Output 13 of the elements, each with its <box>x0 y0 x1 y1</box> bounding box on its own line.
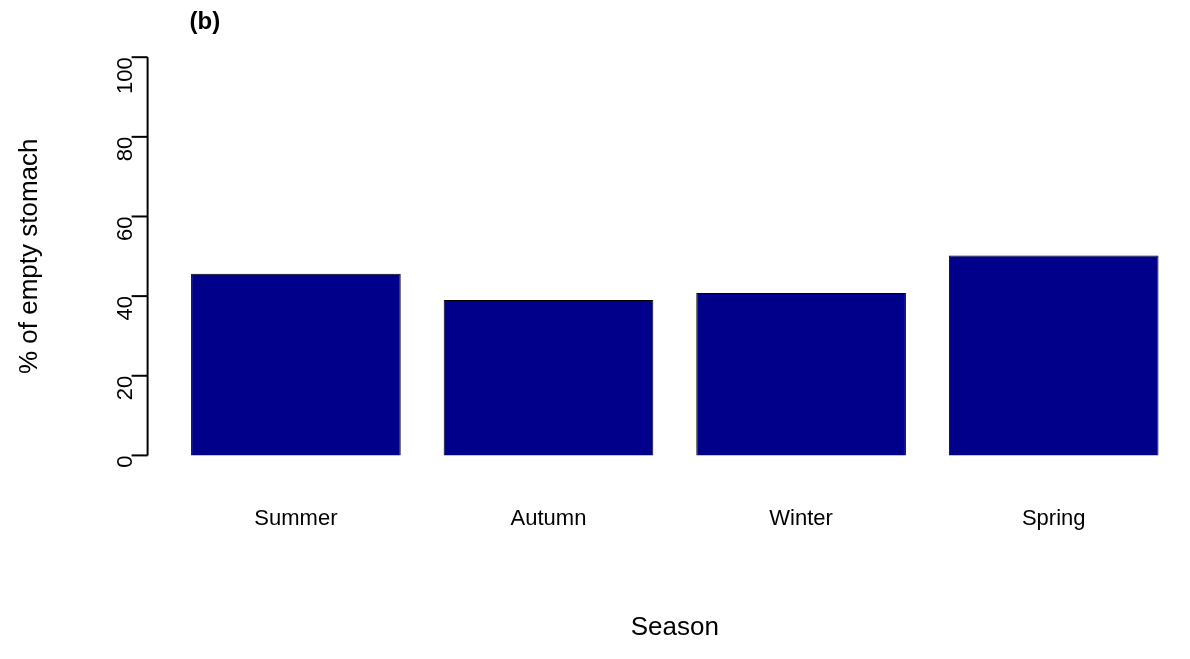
y-axis-title: % of empty stomach <box>12 138 43 375</box>
y-tick-label: 20 <box>111 375 137 401</box>
x-axis-title: Season <box>630 610 719 641</box>
y-tick-label: 80 <box>111 136 137 162</box>
y-tick-label: 0 <box>111 455 137 468</box>
x-tick-label: Summer <box>254 504 338 530</box>
x-tick-label: Autumn <box>510 504 587 530</box>
y-tick-label: 40 <box>111 296 137 321</box>
chart-title: (b) <box>189 6 221 34</box>
x-tick-label: Winter <box>769 504 833 530</box>
y-tick-label: 100 <box>111 57 137 94</box>
y-tick-label: 60 <box>111 216 137 241</box>
x-tick-label: Spring <box>1021 504 1086 530</box>
